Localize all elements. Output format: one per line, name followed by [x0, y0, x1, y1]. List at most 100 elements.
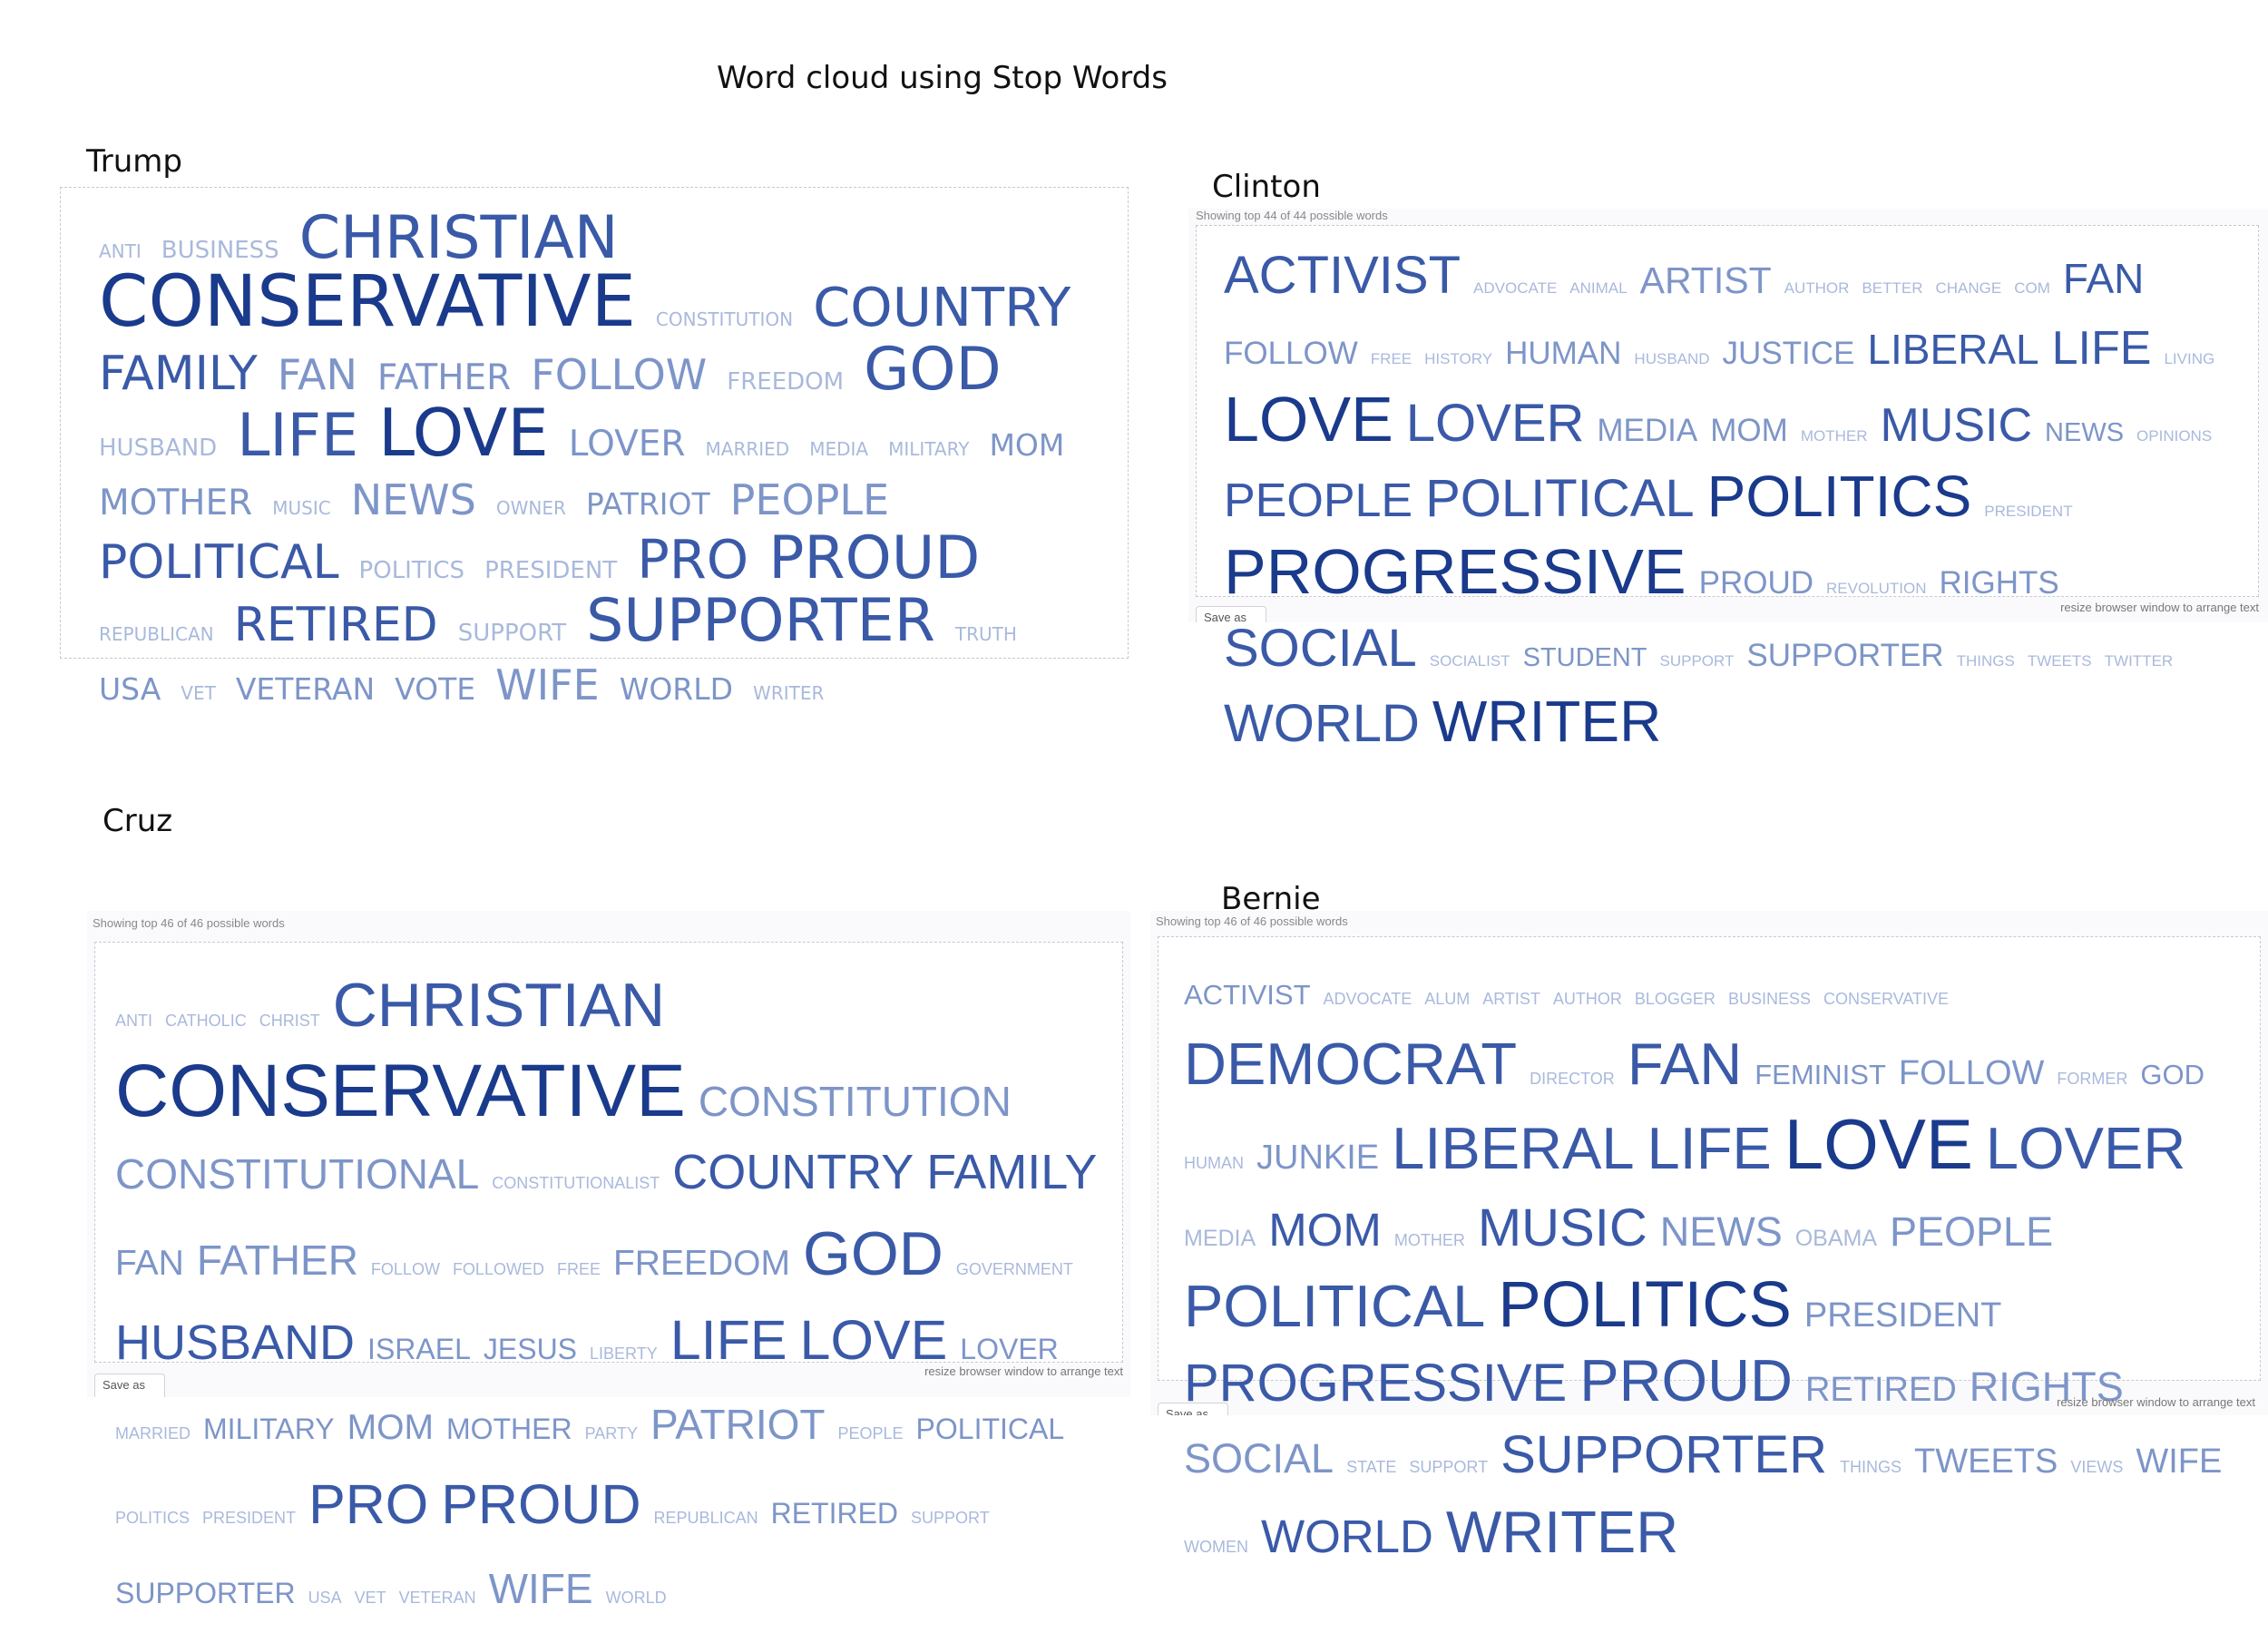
trump-word: WIFE: [495, 660, 600, 709]
clinton-showing-text: Showing top 44 of 44 possible words: [1196, 209, 1388, 222]
bernie-word: ALUM: [1424, 990, 1471, 1008]
cruz-word: VETERAN: [398, 1589, 476, 1607]
bernie-word: MOM: [1268, 1204, 1382, 1256]
trump-word: GOD: [864, 336, 1002, 404]
trump-word: LOVER: [568, 424, 686, 464]
cruz-word: WORLD: [605, 1589, 667, 1607]
cruz-word: CATHOLIC: [165, 1012, 247, 1030]
bernie-word: FAN: [1627, 1031, 1743, 1097]
bernie-word: FOLLOW: [1898, 1054, 2045, 1092]
clinton-word: PROUD: [1698, 565, 1813, 601]
bernie-word: LIBERAL: [1392, 1115, 1635, 1181]
clinton-word: SOCIAL: [1224, 619, 1417, 678]
cruz-word: FAN: [115, 1244, 184, 1283]
cruz-showing-text: Showing top 46 of 46 possible words: [93, 916, 285, 930]
trump-word: POLITICAL: [99, 535, 339, 590]
clinton-words: ACTIVIST ADVOCATE ANIMAL ARTIST AUTHOR BETTER…: [1224, 246, 2236, 754]
bernie-word: PRESIDENT: [1804, 1296, 2002, 1335]
trump-word: CONSERVATIVE: [99, 261, 636, 343]
bernie-word: ADVOCATE: [1323, 990, 1413, 1008]
cruz-word: PRESIDENT: [202, 1509, 297, 1527]
bernie-word: JUNKIE: [1256, 1139, 1380, 1177]
clinton-word: FREE: [1370, 350, 1413, 367]
cruz-word: GOVERNMENT: [955, 1260, 1073, 1278]
clinton-word: CHANGE: [1935, 279, 2002, 297]
cruz-word: HUSBAND: [115, 1315, 356, 1370]
bernie-word: MOTHER: [1393, 1231, 1465, 1249]
bernie-word: PROGRESSIVE: [1184, 1354, 1568, 1413]
cruz-word: MILITARY: [203, 1413, 335, 1445]
clinton-word: TWITTER: [2104, 652, 2174, 670]
trump-label: Trump: [86, 143, 183, 180]
clinton-word: RIGHTS: [1939, 565, 2059, 601]
cruz-word: VET: [354, 1589, 386, 1607]
clinton-word: AUTHOR: [1784, 279, 1850, 297]
clinton-word: LOVE: [1224, 384, 1393, 455]
bernie-word: WIFE: [2136, 1442, 2223, 1481]
trump-word: SUPPORT: [457, 620, 567, 647]
bernie-word: FORMER: [2057, 1070, 2128, 1088]
clinton-word: WORLD: [1224, 694, 1420, 753]
trump-word: PATRIOT: [585, 486, 710, 522]
bernie-word: THINGS: [1840, 1458, 1902, 1476]
clinton-word: ANIMAL: [1569, 279, 1628, 297]
cruz-word: POLITICAL: [915, 1413, 1065, 1445]
bernie-word: DEMOCRAT: [1184, 1031, 1518, 1097]
bernie-word: GOD: [2140, 1059, 2204, 1090]
bernie-resize-hint: resize browser window to arrange text: [2057, 1395, 2255, 1409]
clinton-word: SUPPORTER: [1746, 638, 1944, 673]
trump-word: PRESIDENT: [484, 557, 618, 584]
trump-word: POLITICS: [358, 557, 465, 584]
cruz-label: Cruz: [103, 803, 173, 839]
cruz-word: WIFE: [488, 1565, 593, 1612]
clinton-word: NEWS: [2045, 418, 2125, 447]
clinton-word: HUSBAND: [1634, 350, 1710, 367]
cruz-word: LIFE: [670, 1309, 787, 1371]
cruz-word: MOTHER: [445, 1413, 572, 1445]
cruz-word: POLITICS: [115, 1509, 191, 1527]
clinton-word: STUDENT: [1522, 643, 1647, 672]
trump-word: PROUD: [768, 524, 981, 592]
cruz-word: LIBERTY: [590, 1345, 658, 1363]
bernie-word: PROUD: [1579, 1347, 1793, 1413]
cruz-word: CONSERVATIVE: [115, 1050, 686, 1132]
bernie-save-button[interactable]: Save as: [1158, 1403, 1228, 1415]
clinton-word: MOTHER: [1800, 427, 1868, 445]
cruz-word: FREE: [556, 1260, 601, 1278]
cruz-word: CONSTITUTIONALIST: [492, 1174, 660, 1192]
bernie-word: DIRECTOR: [1530, 1070, 1615, 1088]
cruz-word: RETIRED: [770, 1497, 899, 1530]
cruz-word: SUPPORT: [911, 1509, 990, 1527]
trump-word: VOTE: [395, 671, 476, 707]
clinton-word: LIFE: [2051, 322, 2152, 375]
bernie-word: PEOPLE: [1890, 1208, 2054, 1255]
clinton-word: LOVER: [1405, 394, 1585, 453]
cruz-save-button[interactable]: Save as: [94, 1374, 165, 1397]
cruz-word: CHRISTIAN: [332, 971, 666, 1040]
clinton-word: REVOLUTION: [1826, 580, 1927, 597]
trump-word: FOLLOW: [531, 350, 708, 399]
bernie-word: AUTHOR: [1552, 990, 1622, 1008]
trump-word: NEWS: [350, 475, 476, 524]
trump-word: PEOPLE: [729, 475, 890, 524]
trump-word: REPUBLICAN: [99, 623, 214, 645]
clinton-word: OPINIONS: [2136, 427, 2213, 445]
trump-word: FREEDOM: [727, 368, 845, 396]
trump-word: PRO: [637, 528, 749, 591]
trump-word: CONSTITUTION: [655, 308, 794, 330]
cruz-word: GOD: [802, 1219, 943, 1288]
cruz-word: FATHER: [196, 1237, 358, 1284]
clinton-word: HISTORY: [1424, 350, 1493, 367]
cruz-word: SUPPORTER: [115, 1577, 296, 1609]
clinton-word: PROGRESSIVE: [1224, 536, 1686, 607]
bernie-word: BLOGGER: [1634, 990, 1716, 1008]
trump-word: MUSIC: [272, 497, 331, 519]
cruz-word: MARRIED: [115, 1424, 191, 1442]
trump-word: USA: [99, 671, 161, 707]
clinton-word: FOLLOW: [1224, 336, 1358, 371]
clinton-save-button[interactable]: Save as: [1196, 606, 1266, 622]
clinton-word: ACTIVIST: [1224, 246, 1461, 305]
cruz-panel: Showing top 46 of 46 possible words ANTI…: [87, 911, 1130, 1612]
bernie-word: TWEETS: [1914, 1442, 2058, 1481]
cruz-word: CONSTITUTIONAL: [115, 1150, 480, 1198]
